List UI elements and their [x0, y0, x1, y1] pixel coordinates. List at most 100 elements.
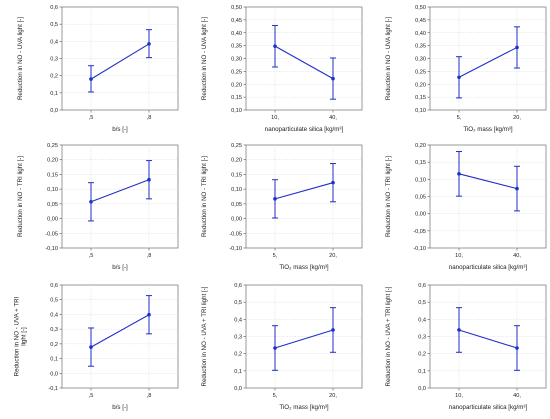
y-tick-label: 0,15: [415, 95, 426, 101]
x-tick-label: 10,: [455, 253, 463, 259]
y-tick-label: 0,5: [418, 300, 426, 306]
data-point: [331, 180, 335, 185]
data-point: [147, 312, 151, 317]
y-axis-label: Reduction in NO - TRI light [-]: [17, 156, 24, 237]
x-tick-label: ,5: [89, 253, 94, 259]
y-tick-label: 0,15: [415, 160, 426, 166]
y-tick-label: 0,00: [231, 217, 242, 223]
y-tick-label: -0,05: [45, 231, 58, 237]
data-point: [515, 346, 519, 350]
y-tick-label: 0,6: [234, 283, 242, 289]
y-tick-label: 0,00: [415, 212, 426, 218]
data-point: [147, 177, 151, 182]
series-line: [274, 329, 334, 349]
y-tick-label: 0,6: [50, 283, 58, 289]
chart-panel-8: 0,0 0,1 0,2 0,3 0,4 0,5 0,6 5, 20,TiO₂ mass [kg/…: [201, 283, 363, 411]
x-axis-label: nanoparticulate silica [kg/m³]: [449, 404, 528, 411]
y-tick-label: 0,25: [415, 69, 426, 75]
y-tick-label: 0,1: [50, 357, 58, 363]
y-tick-label: 0,0: [418, 386, 426, 392]
y-tick-label: 0,20: [415, 82, 426, 88]
series-line: [90, 314, 150, 348]
y-axis-label: Reduction in NO - TRI light [-]: [385, 156, 392, 237]
y-axis-label: Reduction in NO - UVA light [-]: [201, 17, 208, 100]
series-line: [274, 182, 334, 200]
x-tick-label: 5,: [457, 115, 462, 121]
x-tick-label: 40,: [513, 393, 521, 399]
y-tick-label: 0,50: [231, 5, 242, 11]
y-tick-label: -0,1: [48, 386, 58, 392]
data-point: [515, 45, 519, 50]
y-axis-label: light [-]: [21, 327, 28, 346]
plot-area: [61, 284, 179, 389]
y-tick-label: 0,4: [234, 317, 242, 323]
y-tick-label: 0,30: [415, 57, 426, 63]
x-tick-label: 40,: [329, 115, 337, 121]
y-tick-label: 0,2: [418, 352, 426, 358]
series-line: [458, 173, 518, 190]
y-tick-label: 0,20: [47, 158, 58, 164]
data-point: [331, 328, 335, 332]
y-tick-label: 0,1: [234, 369, 242, 375]
x-tick-label: ,8: [147, 253, 152, 259]
x-tick-label: 10,: [455, 393, 463, 399]
x-tick-label: 10,: [271, 115, 279, 121]
chart-panel-4: -0,10 -0,05 0,00 0,05 0,10 0,15 0,20 0,25 ,5 ,8 b/…: [17, 143, 179, 271]
data-point: [273, 197, 277, 201]
data-point: [515, 186, 519, 191]
y-tick-label: 0,1: [50, 91, 58, 97]
data-point: [457, 75, 461, 80]
y-tick-label: 0,35: [231, 44, 242, 50]
y-tick-label: -0,05: [229, 231, 242, 237]
series-line: [458, 329, 518, 349]
x-axis-label: TiO₂ mass [kg/m³]: [463, 126, 513, 133]
y-tick-label: 0,0: [50, 108, 58, 114]
y-tick-label: 0,10: [231, 187, 242, 193]
y-tick-label: 0,0: [234, 386, 242, 392]
y-tick-label: 0,10: [231, 108, 242, 114]
plot-area: [245, 144, 363, 249]
y-tick-label: 0,45: [415, 18, 426, 24]
x-tick-label: 5,: [273, 393, 278, 399]
y-tick-label: 0,00: [47, 217, 58, 223]
x-axis-label: TiO₂ mass [kg/m³]: [279, 404, 329, 411]
y-axis-label: Reduction in NO - UVA + TRI light [-]: [201, 286, 208, 386]
x-tick-label: ,8: [147, 393, 152, 399]
y-tick-label: 0,05: [231, 202, 242, 208]
y-tick-label: 0,10: [47, 187, 58, 193]
y-tick-label: 0,4: [50, 312, 58, 318]
series-line: [274, 45, 334, 80]
x-axis-label: b/s [-]: [112, 126, 128, 133]
x-axis-label: nanoparticulate silica [kg/m³]: [265, 126, 344, 133]
data-point: [457, 172, 461, 176]
x-tick-label: ,5: [89, 393, 94, 399]
y-tick-label: 0,3: [50, 57, 58, 63]
y-tick-label: 0,6: [50, 5, 58, 11]
y-tick-label: -0,10: [45, 246, 58, 252]
y-tick-label: 0,40: [231, 31, 242, 37]
data-point: [89, 345, 93, 349]
y-tick-label: 0,2: [50, 74, 58, 80]
y-axis-label: Reduction in NO - TRI light [-]: [201, 156, 208, 237]
x-tick-label: ,8: [147, 115, 152, 121]
data-point: [147, 42, 151, 46]
x-tick-label: 40,: [513, 253, 521, 259]
chart-panel-6: -0,10 -0,05 0,00 0,05 0,10 0,15 0,20 10, 40, nano…: [385, 143, 547, 271]
y-tick-label: -0,10: [229, 246, 242, 252]
y-tick-label: -0,10: [413, 246, 426, 252]
y-tick-label: 0,20: [231, 158, 242, 164]
chart-panel-2: 0,10 0,15 0,20 0,25 0,30 0,35 0,40 0,45 0,50 10, 4…: [201, 5, 363, 133]
y-tick-label: 0,50: [415, 5, 426, 11]
y-tick-label: 0,3: [418, 335, 426, 341]
y-tick-label: 0,4: [50, 39, 58, 45]
y-axis-label: Reduction in NO - UVA + TRI: [14, 296, 21, 376]
y-tick-label: 0,15: [231, 172, 242, 178]
data-point: [273, 44, 277, 48]
y-tick-label: 0,30: [231, 57, 242, 63]
y-tick-label: 0,5: [50, 298, 58, 304]
y-tick-label: 0,4: [418, 317, 426, 323]
data-point: [331, 76, 335, 81]
y-tick-label: 0,35: [415, 44, 426, 50]
